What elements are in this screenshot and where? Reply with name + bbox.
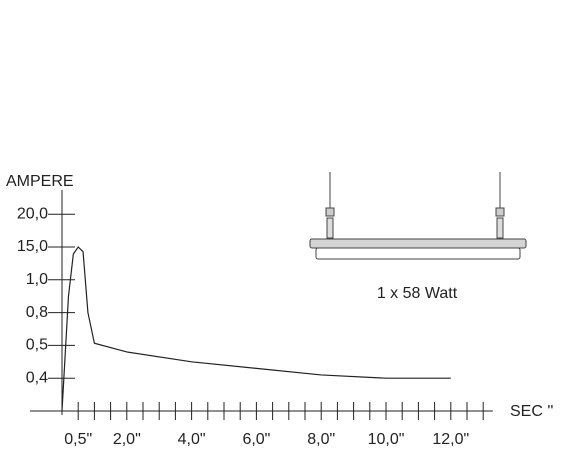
- y-axis-label: AMPERE: [6, 173, 74, 190]
- y-tick-label: 1,0: [26, 271, 48, 288]
- data-line: [61, 246, 451, 412]
- x-axis-label: SEC '': [510, 403, 553, 420]
- x-tick-label: 4,0": [178, 431, 206, 448]
- x-tick-label: 0,5": [64, 431, 92, 448]
- x-tick-label: 6,0": [242, 431, 270, 448]
- y-tick-label: 0,5: [26, 337, 48, 354]
- y-tick-label: 15,0: [17, 238, 48, 255]
- annotation: 1 x 58 Watt: [377, 285, 458, 302]
- x-tick-label: 8,0": [307, 431, 335, 448]
- y-tick-label: 20,0: [17, 205, 48, 222]
- x-tick-label: 10,0": [368, 431, 405, 448]
- x-tick-label: 12,0": [432, 431, 469, 448]
- x-tick-label: 2,0": [113, 431, 141, 448]
- lamp-drawing: [309, 172, 527, 260]
- y-tick-label: 0,8: [26, 304, 48, 321]
- y-tick-label: 0,4: [26, 369, 48, 386]
